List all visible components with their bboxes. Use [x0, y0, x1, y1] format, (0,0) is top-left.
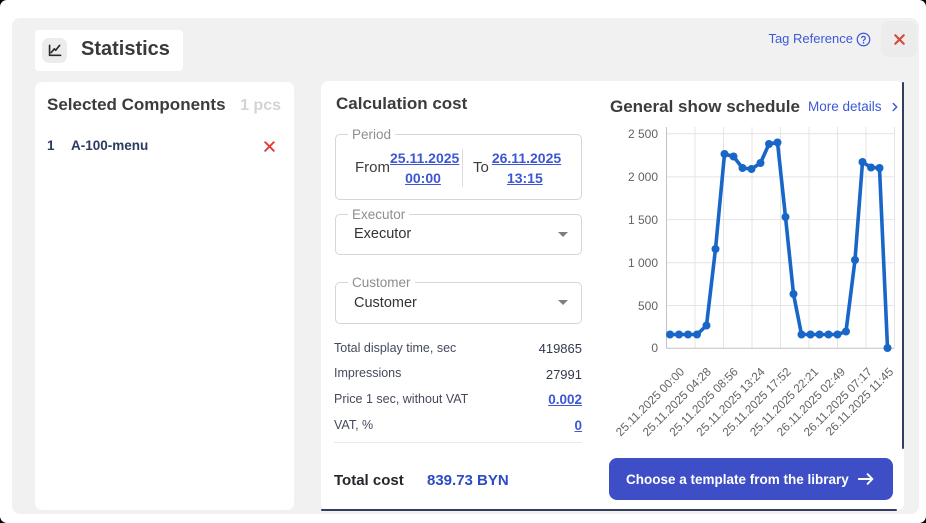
svg-text:1 500: 1 500: [628, 213, 658, 227]
svg-text:2 000: 2 000: [628, 170, 658, 184]
svg-text:0: 0: [651, 341, 658, 355]
svg-text:1 000: 1 000: [628, 256, 658, 270]
svg-text:500: 500: [638, 299, 658, 313]
svg-text:2 500: 2 500: [628, 127, 658, 141]
